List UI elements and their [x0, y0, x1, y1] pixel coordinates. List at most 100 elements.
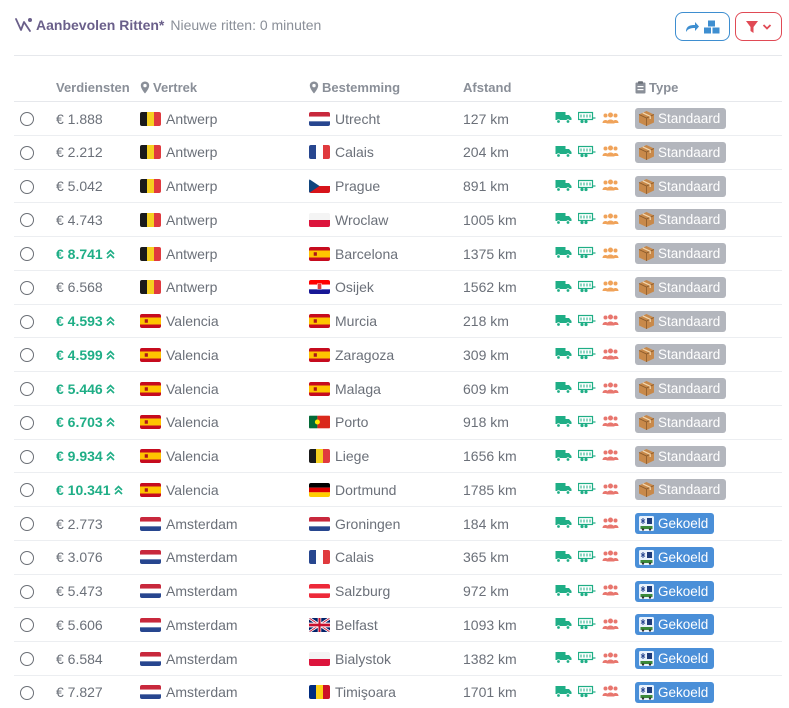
row-select-radio[interactable]: [20, 179, 34, 194]
table-row[interactable]: € 8.741 Antwerp Barcelona 1375 km Standaard: [14, 237, 782, 271]
earnings-cell: € 4.743: [56, 211, 103, 228]
table-row[interactable]: € 6.703 Valencia Porto 918 km Standaard: [14, 406, 782, 440]
row-select-radio[interactable]: [20, 550, 34, 565]
distance-cell: 1005 km: [463, 211, 517, 228]
row-select-radio[interactable]: [20, 314, 34, 329]
clipboard-icon: [635, 81, 646, 94]
row-select-radio[interactable]: [20, 247, 34, 261]
filter-button[interactable]: [735, 12, 782, 41]
table-row[interactable]: € 7.827 Amsterdam Timişoara 1701 km Gekoeld: [14, 676, 782, 708]
row-select-radio[interactable]: [20, 685, 34, 700]
table-row[interactable]: € 5.473 Amsterdam Salzburg 972 km Gekoeld: [14, 575, 782, 609]
distance-cell: 972 km: [463, 583, 509, 599]
table-row[interactable]: € 2.212 Antwerp Calais 204 km Standaard: [14, 136, 782, 170]
type-badge: Standaard: [635, 108, 727, 129]
truck-icon: [555, 280, 572, 293]
truck-icon: [555, 652, 572, 664]
table-row[interactable]: € 5.446 Valencia Malaga 609 km Standaard: [14, 372, 782, 406]
destination-cell: Calais: [309, 136, 374, 169]
page-title: Aanbevolen Ritten*: [36, 17, 165, 33]
column-departure[interactable]: Vertrek: [140, 80, 197, 95]
flag-fr-icon: [309, 145, 330, 160]
table-row[interactable]: € 6.584 Amsterdam Bialystok 1382 km Gekoeld: [14, 642, 782, 676]
truck-icon: [555, 314, 572, 327]
people-icon: [602, 415, 619, 427]
row-select-radio[interactable]: [20, 415, 34, 430]
row-select-radio[interactable]: [20, 483, 34, 498]
table-row[interactable]: € 10.341 Valencia Dortmund 1785 km Standaard: [14, 473, 782, 507]
departure-cell: Valencia: [140, 372, 219, 405]
table-row[interactable]: € 3.076 Amsterdam Calais 365 km Gekoeld: [14, 541, 782, 575]
destination-cell: Utrecht: [309, 102, 380, 135]
table-row[interactable]: € 6.568 Antwerp Osijek 1562 km Standaard: [14, 271, 782, 305]
flag-be-icon: [309, 449, 330, 463]
earnings-cell: € 2.212: [56, 144, 103, 161]
flag-nl-icon: [309, 111, 330, 126]
flag-pt-icon: [309, 415, 330, 429]
table-row[interactable]: € 1.888 Antwerp Utrecht 127 km Standaard: [14, 102, 782, 136]
trailer-icon: [578, 145, 596, 157]
distance-cell: 1093 km: [463, 616, 517, 633]
type-badge: Gekoeld: [635, 681, 715, 703]
flag-pl-icon: [309, 651, 330, 666]
destination-cell: Liege: [309, 440, 369, 473]
earnings-cell: € 7.827: [56, 684, 103, 701]
type-badge: Standaard: [635, 445, 727, 467]
departure-cell: Antwerp: [140, 136, 217, 169]
table-row[interactable]: € 2.773 Amsterdam Groningen 184 km Gekoeld: [14, 507, 782, 541]
people-icon: [602, 382, 619, 393]
table-row[interactable]: € 5.606 Amsterdam Belfast 1093 km Gekoeld: [14, 608, 782, 642]
vehicle-icons: [555, 246, 625, 259]
trailer-icon: [578, 415, 596, 427]
table-row[interactable]: € 4.599 Valencia Zaragoza 309 km Standaard: [14, 338, 782, 372]
departure-cell: Antwerp: [140, 237, 217, 270]
table-row[interactable]: € 5.042 Antwerp Prague 891 km Standaard: [14, 170, 782, 204]
table-row[interactable]: € 4.593 Valencia Murcia 218 km Standaard: [14, 305, 782, 339]
destination-cell: Wroclaw: [309, 203, 388, 236]
vehicle-icons: [555, 314, 625, 327]
destination-cell: Osijek: [309, 271, 374, 304]
row-select-radio[interactable]: [20, 652, 34, 666]
row-select-radio[interactable]: [20, 584, 34, 599]
vehicle-icons: [555, 516, 625, 529]
earnings-cell: € 2.773: [56, 515, 103, 532]
row-select-radio[interactable]: [20, 517, 34, 531]
destination-cell: Groningen: [309, 507, 400, 540]
distance-cell: 1562 km: [463, 279, 517, 296]
row-select-radio[interactable]: [20, 348, 34, 363]
row-select-radio[interactable]: [20, 618, 34, 633]
table-row[interactable]: € 9.934 Valencia Liege 1656 km Standaard: [14, 440, 782, 474]
row-select-radio[interactable]: [20, 213, 34, 228]
column-distance[interactable]: Afstand: [463, 80, 512, 95]
people-icon: [602, 483, 619, 495]
flag-ro-icon: [309, 685, 330, 700]
departure-cell: Antwerp: [140, 102, 217, 135]
type-badge: Gekoeld: [635, 513, 715, 534]
vehicle-icons: [555, 212, 625, 225]
destination-cell: Belfast: [309, 608, 378, 641]
people-icon: [602, 618, 619, 630]
type-badge: Standaard: [635, 276, 727, 298]
column-destination[interactable]: Bestemming: [309, 80, 400, 95]
trailer-icon: [578, 111, 596, 124]
row-select-radio[interactable]: [20, 112, 34, 126]
new-rides-timer: Nieuwe ritten: 0 minuten: [170, 17, 322, 33]
flag-nl-icon: [309, 516, 330, 531]
package-icon: [638, 279, 655, 295]
row-select-radio[interactable]: [20, 382, 34, 396]
earnings-cell: € 5.473: [56, 583, 103, 599]
double-chevron-up-icon: [106, 383, 115, 394]
column-type[interactable]: Type: [635, 80, 678, 95]
row-select-radio[interactable]: [20, 280, 34, 295]
people-icon: [602, 213, 619, 225]
column-earnings[interactable]: Verdiensten: [56, 80, 130, 95]
row-select-radio[interactable]: [20, 449, 34, 464]
flag-es-icon: [309, 381, 330, 396]
table-header: Verdiensten Vertrek Bestemming Afstand T…: [14, 75, 782, 102]
row-select-radio[interactable]: [20, 145, 34, 160]
vehicle-icons: [555, 550, 625, 563]
vehicle-icons: [555, 415, 625, 428]
cooling-unit-icon: [639, 583, 654, 599]
share-boxes-button[interactable]: [675, 12, 730, 41]
table-row[interactable]: € 4.743 Antwerp Wroclaw 1005 km Standaard: [14, 203, 782, 237]
